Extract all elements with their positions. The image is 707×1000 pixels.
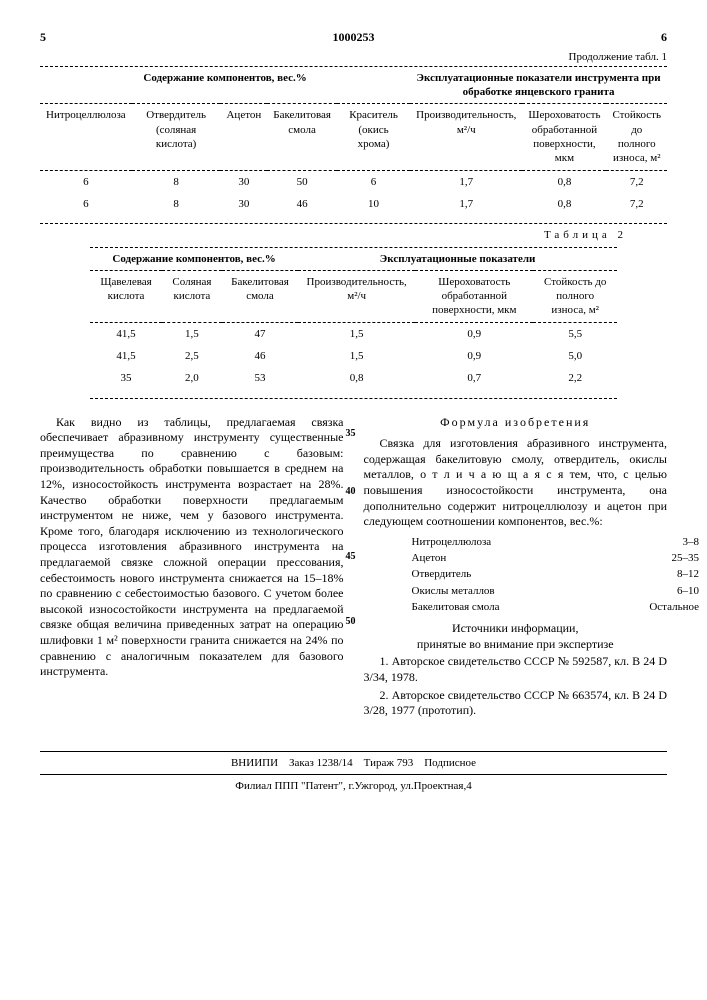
- table2-group-components: Содержание компонентов, вес.%: [90, 248, 298, 271]
- table2-group-performance: Эксплуатационные показатели: [298, 248, 617, 271]
- t2-col: Соляная кислота: [162, 270, 222, 322]
- page-header: 5 1000253 6: [40, 30, 667, 46]
- table1-group-performance: Эксплуатационные показатели инструмента …: [410, 67, 667, 104]
- page-number-right: 6: [661, 30, 667, 46]
- right-paragraph: Связка для изготовления абразивного инст…: [364, 436, 668, 530]
- left-column: 35 40 45 50 Как видно из таблицы, предла…: [40, 415, 344, 721]
- line-number: 50: [346, 615, 356, 628]
- t1-col: Отвердитель (соляная кислота): [132, 104, 221, 170]
- t1-col: Ацетон: [220, 104, 267, 170]
- imprint-line: ВНИИПИ Заказ 1238/14 Тираж 793 Подписное: [40, 751, 667, 775]
- table-row: 683046101,70,87,2: [40, 193, 667, 215]
- t1-col: Нитроцеллюлоза: [40, 104, 132, 170]
- t2-col: Стойкость до полного износа, м²: [533, 270, 617, 322]
- line-number: 35: [346, 427, 356, 440]
- line-number: 45: [346, 550, 356, 563]
- t2-col: Бакелитовая смола: [222, 270, 298, 322]
- sources-title: Источники информации, принятые во вниман…: [364, 621, 668, 652]
- left-paragraph: Как видно из таблицы, предлагаемая связк…: [40, 415, 344, 680]
- body-columns: 35 40 45 50 Как видно из таблицы, предла…: [40, 415, 667, 721]
- table-row: 41,52,5461,50,95,0: [90, 345, 617, 367]
- print-run: Тираж 793: [364, 757, 414, 769]
- ratio-row: Отвердитель8–12: [404, 566, 707, 582]
- table-row: 41,51,5471,50,95,5: [90, 322, 617, 345]
- t1-col: Краситель (окись хрома): [337, 104, 410, 170]
- table-row: 68305061,70,87,2: [40, 170, 667, 193]
- component-ratios: Нитроцеллюлоза3–8 Ацетон25–35 Отвердител…: [404, 534, 707, 615]
- ratio-row: Нитроцеллюлоза3–8: [404, 534, 707, 550]
- t2-col: Шероховатость обработанной поверхности, …: [415, 270, 533, 322]
- t2-col: Производительность, м²/ч: [298, 270, 415, 322]
- source-2: 2. Авторское свидетельство СССР № 663574…: [364, 688, 668, 719]
- t1-col: Производительность, м²/ч: [410, 104, 522, 170]
- order-number: Заказ 1238/14: [289, 757, 353, 769]
- right-column: Формула изобретения Связка для изготовле…: [364, 415, 668, 721]
- ratio-row: Бакелитовая смолаОстальное: [404, 599, 707, 615]
- ratio-row: Ацетон25–35: [404, 550, 707, 566]
- table2-label: Таблица 2: [40, 228, 627, 242]
- ratio-row: Окислы металлов6–10: [404, 583, 707, 599]
- formula-title: Формула изобретения: [364, 415, 668, 431]
- table-row: 352,0530,80,72,2: [90, 367, 617, 389]
- t1-col: Стойкость до полного износа, м²: [606, 104, 667, 170]
- address-line: Филиал ППП "Патент", г.Ужгород, ул.Проек…: [40, 779, 667, 793]
- patent-number: 1000253: [46, 30, 661, 46]
- table1-group-components: Содержание компонентов, вес.%: [40, 67, 410, 104]
- source-1: 1. Авторское свидетельство СССР № 592587…: [364, 654, 668, 685]
- subscription: Подписное: [424, 757, 476, 769]
- table-1: Содержание компонентов, вес.% Эксплуатац…: [40, 67, 667, 215]
- line-number: 40: [346, 485, 356, 498]
- t1-col: Бакелитовая смола: [267, 104, 337, 170]
- t1-col: Шероховатость обработанной поверхности, …: [522, 104, 606, 170]
- t2-col: Щавелевая кислота: [90, 270, 162, 322]
- table1-continuation-label: Продолжение табл. 1: [40, 50, 667, 64]
- publisher: ВНИИПИ: [231, 757, 278, 769]
- table-2: Содержание компонентов, вес.% Эксплуатац…: [90, 248, 617, 390]
